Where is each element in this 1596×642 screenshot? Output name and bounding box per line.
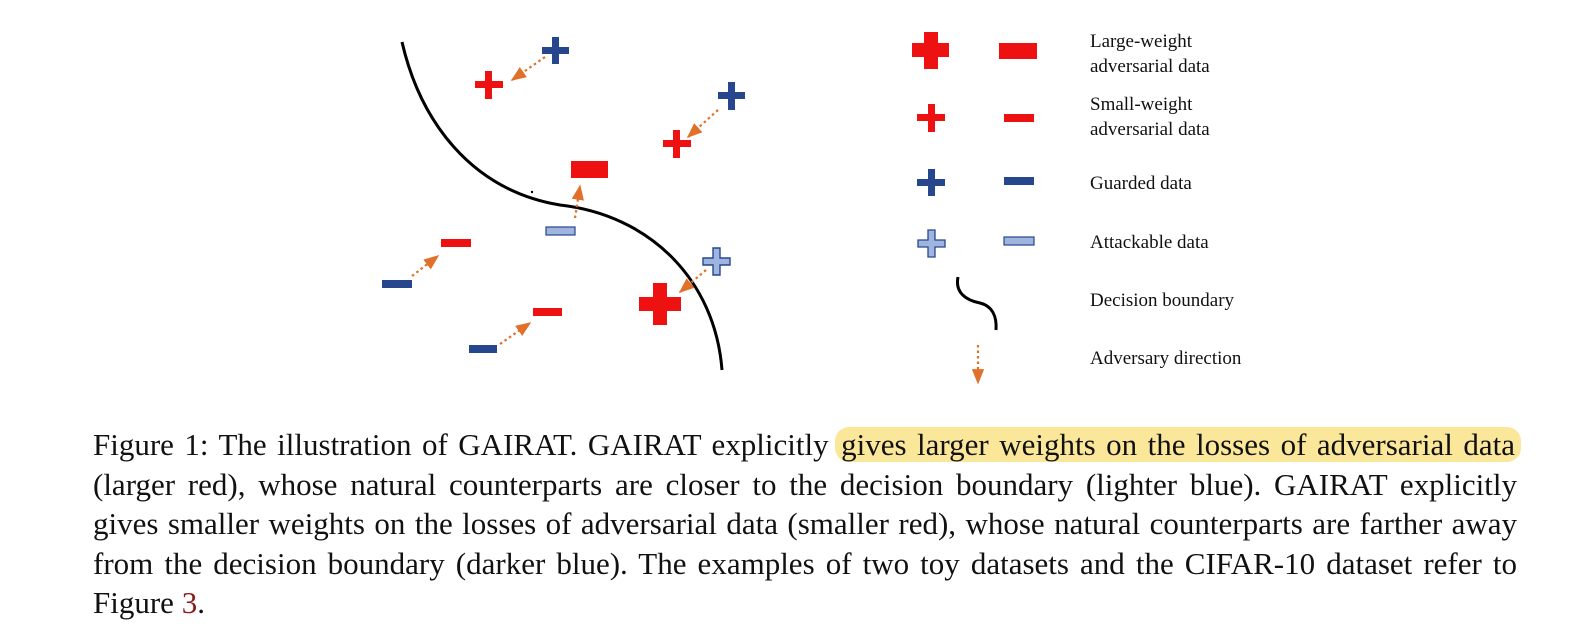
arrow-5 xyxy=(499,322,532,345)
legend-large-weight-label-line1: Large-weight xyxy=(1090,31,1193,52)
arrow-2 xyxy=(686,109,719,139)
legend-attackable-plus-icon xyxy=(917,229,946,258)
legend: Large-weight adversarial data Small-weig… xyxy=(912,31,1242,385)
small-weight-plus-point xyxy=(663,130,691,158)
arrow-1 xyxy=(510,56,546,81)
legend-large-weight-label-line2: adversarial data xyxy=(1090,56,1210,77)
caption-highlight: gives larger weights on the losses of ad… xyxy=(835,427,1521,462)
legend-attackable-minus-icon xyxy=(1003,236,1035,246)
large-weight-minus-point xyxy=(571,161,608,178)
legend-attackable-label: Attackable data xyxy=(1090,232,1209,253)
caption-suffix: . xyxy=(197,585,205,620)
arrow-3 xyxy=(571,184,584,219)
legend-guarded-label: Guarded data xyxy=(1090,173,1192,194)
guarded-plus-point xyxy=(542,37,569,64)
figure-reference-link[interactable]: 3 xyxy=(181,585,198,620)
legend-guarded-plus-icon xyxy=(917,169,945,196)
large-weight-plus-point xyxy=(639,283,681,325)
attackable-plus-point xyxy=(702,247,731,276)
legend-small-weight-plus-icon xyxy=(917,104,945,132)
attackable-minus-point xyxy=(545,226,576,236)
legend-small-weight-label-line1: Small-weight xyxy=(1090,94,1193,115)
arrow-4 xyxy=(411,255,440,277)
legend-large-weight-minus-icon xyxy=(999,43,1037,59)
legend-direction-label: Adversary direction xyxy=(1090,348,1242,369)
boundary-dot xyxy=(530,190,534,194)
decision-boundary-curve xyxy=(400,41,724,371)
small-weight-plus-point xyxy=(475,71,503,99)
guarded-minus-point xyxy=(382,280,412,288)
small-weight-minus-point xyxy=(533,308,562,316)
legend-guarded-minus-icon xyxy=(1004,177,1034,185)
arrow-6 xyxy=(678,269,707,293)
data-points xyxy=(382,37,745,353)
adversary-arrows xyxy=(411,56,719,345)
guarded-minus-point xyxy=(469,345,497,353)
legend-small-weight-minus-icon xyxy=(1004,114,1034,122)
guarded-plus-point xyxy=(718,82,745,110)
legend-small-weight-label-line2: adversarial data xyxy=(1090,119,1210,140)
caption-prefix: Figure 1: The illustration of GAIRAT. GA… xyxy=(93,427,840,462)
small-weight-minus-point xyxy=(441,239,471,247)
legend-large-weight-plus-icon xyxy=(912,32,949,69)
legend-boundary-label: Decision boundary xyxy=(1090,290,1235,311)
gairat-illustration: Large-weight adversarial data Small-weig… xyxy=(382,31,1242,385)
caption-body: (larger red), whose natural counterparts… xyxy=(93,466,1517,621)
figure-caption: Figure 1: The illustration of GAIRAT. GA… xyxy=(93,425,1521,623)
legend-boundary-icon xyxy=(955,276,998,331)
